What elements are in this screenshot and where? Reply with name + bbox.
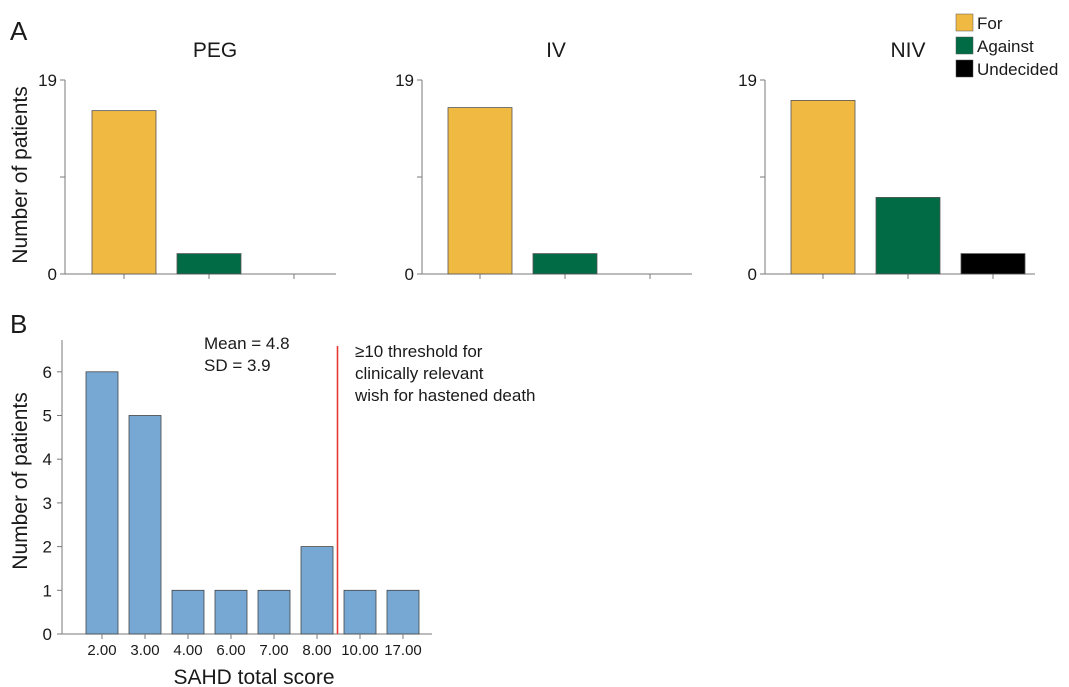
- panel-b-xlabel: SAHD total score: [173, 666, 334, 687]
- chart-sahd-bar-4.00: [171, 589, 205, 635]
- chart-sahd-x-tick-label: 4.00: [173, 642, 202, 659]
- chart-iv-title: IV: [546, 39, 566, 62]
- threshold-annotation-line1: ≥10 threshold for: [355, 342, 483, 361]
- chart-sahd-bar-6.00: [214, 589, 248, 635]
- chart-sahd-x-tick-label: 6.00: [216, 642, 245, 659]
- chart-sahd-x-tick-label: 10.00: [341, 642, 379, 659]
- chart-sahd-bar-8.00: [300, 546, 334, 635]
- threshold-annotation-line2: clinically relevant: [355, 364, 484, 383]
- chart-iv-bar-against: [532, 253, 598, 275]
- chart-sahd-y-tick-label: 0: [43, 625, 52, 644]
- stats-sd: SD = 3.9: [204, 356, 271, 375]
- chart-niv-bar-for: [790, 100, 856, 275]
- legend: For Against Undecided: [955, 13, 1058, 79]
- chart-sahd-y-tick-label: 2: [43, 538, 52, 557]
- chart-niv-y-tick-label: 19: [738, 71, 757, 90]
- threshold-annotation-line3: wish for hastened death: [354, 386, 536, 405]
- legend-swatch-against: [955, 36, 974, 55]
- legend-label-against: Against: [977, 37, 1034, 56]
- chart-iv-bar-for: [447, 107, 513, 275]
- chart-sahd-x-tick-label: 8.00: [302, 642, 331, 659]
- panel-b-letter: B: [10, 309, 27, 339]
- chart-sahd-bar-7.00: [257, 589, 291, 635]
- chart-sahd-x-tick-label: 17.00: [384, 642, 422, 659]
- chart-niv-title: NIV: [890, 39, 925, 62]
- chart-peg-y-tick-label: 19: [38, 71, 57, 90]
- panel-a-letter: A: [10, 16, 28, 46]
- chart-peg-y-tick-label: 0: [48, 265, 57, 284]
- charts-layer: PEG 0 19 IV 0 19 NIV 0 19 0 1 2 3 4 5 6 2.00 3.00 4.00 6.00…: [38, 39, 1035, 659]
- legend-swatch-for: [955, 13, 974, 32]
- chart-niv-bar-undecided: [960, 253, 1026, 275]
- chart-niv-bar-against: [875, 197, 941, 275]
- chart-sahd-bar-17.00: [386, 589, 420, 635]
- chart-peg-bar-for: [91, 110, 157, 275]
- chart-sahd-y-tick-label: 6: [43, 363, 52, 382]
- panel-b-ylabel: Number of patients: [9, 392, 32, 569]
- chart-sahd-y-tick-label: 5: [43, 407, 52, 426]
- chart-peg-title: PEG: [193, 39, 237, 62]
- chart-peg-bar-against: [176, 253, 242, 275]
- chart-sahd-bar-10.00: [343, 589, 377, 635]
- stats-mean: Mean = 4.8: [204, 334, 290, 353]
- chart-sahd-x-tick-label: 2.00: [87, 642, 116, 659]
- panel-a-ylabel: Number of patients: [9, 86, 32, 263]
- chart-sahd-y-tick-label: 4: [43, 450, 52, 469]
- legend-label-for: For: [977, 14, 1003, 33]
- chart-niv-y-tick-label: 0: [748, 265, 757, 284]
- chart-iv-y-tick-label: 19: [395, 71, 414, 90]
- legend-label-undecided: Undecided: [977, 60, 1058, 79]
- chart-sahd-y-tick-label: 1: [43, 581, 52, 600]
- chart-sahd-x-tick-label: 7.00: [259, 642, 288, 659]
- legend-swatch-undecided: [955, 59, 974, 78]
- chart-iv-y-tick-label: 0: [405, 265, 414, 284]
- chart-sahd-x-tick-label: 3.00: [130, 642, 159, 659]
- chart-sahd-bar-2.00: [85, 371, 119, 635]
- chart-sahd-bar-3.00: [128, 415, 162, 635]
- chart-sahd-y-tick-label: 3: [43, 494, 52, 513]
